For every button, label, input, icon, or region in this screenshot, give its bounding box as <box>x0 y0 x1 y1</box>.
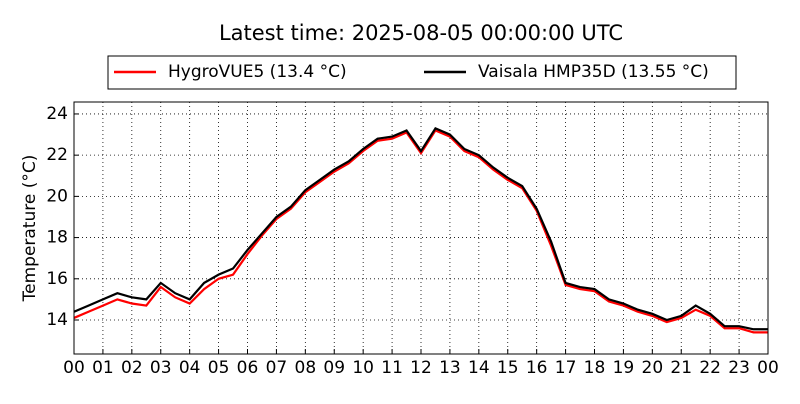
x-tick-label: 10 <box>352 358 374 378</box>
x-tick-label: 08 <box>295 358 317 378</box>
x-tick-label: 00 <box>63 358 85 378</box>
y-tick-label: 20 <box>46 186 68 206</box>
y-tick-label: 14 <box>46 310 68 330</box>
y-tick-label: 24 <box>46 104 68 124</box>
x-tick-label: 22 <box>699 358 721 378</box>
x-tick-label: 12 <box>410 358 432 378</box>
x-tick-label: 11 <box>381 358 403 378</box>
line <box>73 129 768 334</box>
x-tick-label: 02 <box>121 358 143 378</box>
x-tick-label: 17 <box>555 358 577 378</box>
x-tick-label: 01 <box>92 358 114 378</box>
y-tick-label: 22 <box>46 145 68 165</box>
x-tick-label: 07 <box>266 358 288 378</box>
x-tick-label: 20 <box>642 358 664 378</box>
legend-label: Vaisala HMP35D (13.55 °C) <box>478 62 709 82</box>
x-tick-label: 21 <box>670 358 692 378</box>
y-tick-label: 18 <box>46 228 68 248</box>
y-axis-label: Temperature (°C) <box>20 155 40 303</box>
x-tick-label: 05 <box>208 358 230 378</box>
x-tick-label: 16 <box>526 358 548 378</box>
plot-frame <box>73 101 769 355</box>
legend-label: HygroVUE5 (13.4 °C) <box>168 62 347 82</box>
legend <box>107 55 737 90</box>
x-tick-label: 04 <box>179 358 201 378</box>
x-tick-label: 14 <box>468 358 490 378</box>
y-tick-label: 16 <box>46 269 68 289</box>
chart-title: Latest time: 2025-08-05 00:00:00 UTC <box>219 21 623 45</box>
x-tick-label: 00 <box>757 358 779 378</box>
x-tick-label: 09 <box>323 358 345 378</box>
line <box>73 126 768 331</box>
x-tick-label: 15 <box>497 358 519 378</box>
x-tick-label: 03 <box>150 358 172 378</box>
x-tick-label: 06 <box>237 358 259 378</box>
x-tick-label: 18 <box>584 358 606 378</box>
x-tick-label: 19 <box>613 358 635 378</box>
x-tick-label: 13 <box>439 358 461 378</box>
x-tick-label: 23 <box>728 358 750 378</box>
